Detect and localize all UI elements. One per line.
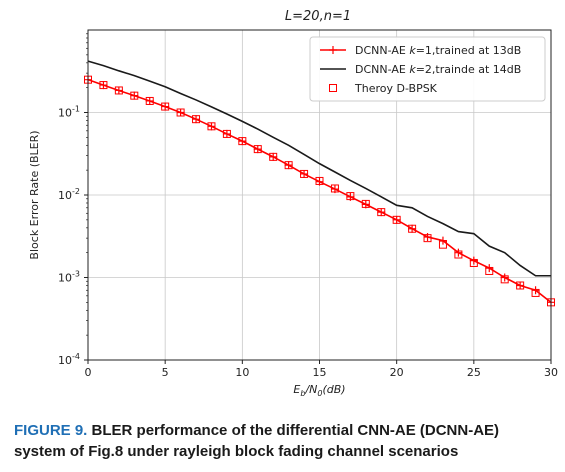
legend-box — [309, 36, 546, 102]
series-line — [87, 60, 551, 277]
data-point — [161, 102, 170, 111]
series-2 — [84, 75, 555, 307]
data-point — [485, 266, 494, 275]
data-point — [346, 192, 355, 201]
data-point — [438, 236, 447, 245]
x-tick-label: 10 — [235, 366, 249, 379]
data-point — [145, 96, 154, 105]
data-point — [176, 108, 185, 117]
data-point — [130, 91, 139, 100]
legend-marker — [329, 46, 337, 54]
data-point — [392, 215, 401, 224]
chart-legend: DCNN-AE k=1,trained at 13dB DCNN-AE k=2,t… — [309, 36, 546, 102]
x-tick-label: 0 — [85, 366, 92, 379]
data-point — [377, 208, 386, 217]
legend-marker — [329, 84, 337, 92]
y-axis-label: Block Error Rate (BLER) — [28, 130, 41, 259]
data-point — [315, 176, 324, 185]
data-point — [469, 256, 478, 265]
x-tick-label: 30 — [544, 366, 558, 379]
data-point — [145, 96, 154, 105]
data-point — [469, 258, 478, 267]
caption-label: FIGURE 9. — [14, 422, 88, 439]
data-point — [485, 264, 494, 273]
figure-caption: FIGURE 9. BLER performance of the differ… — [14, 420, 554, 462]
data-point — [238, 137, 247, 146]
data-point — [269, 152, 278, 161]
data-point — [99, 81, 108, 90]
data-point — [269, 152, 278, 161]
data-point — [300, 169, 309, 178]
legend-label: DCNN-AE k=1,trained at 13dB — [355, 44, 521, 57]
data-point — [161, 102, 170, 111]
data-point — [99, 81, 108, 90]
chart-title: L=20,n=1 — [285, 9, 351, 24]
data-point — [531, 288, 540, 297]
data-point — [284, 161, 293, 170]
data-point — [130, 91, 139, 100]
x-tick-label: 15 — [313, 366, 327, 379]
y-tick-label: 10-4 — [58, 352, 80, 367]
data-point — [454, 248, 463, 257]
legend-label: DCNN-AE k=2,trainde at 14dB — [355, 63, 521, 76]
data-point — [361, 199, 370, 208]
data-point — [500, 273, 509, 282]
data-point — [284, 161, 293, 170]
data-point — [114, 86, 123, 95]
legend-item: Theroy D-BPSK — [329, 82, 438, 95]
x-axis-ticks: 0 5 10 15 20 25 30 — [85, 360, 558, 379]
data-point — [330, 184, 339, 193]
data-point — [516, 281, 525, 290]
data-point — [238, 137, 247, 146]
data-point — [176, 108, 185, 117]
y-tick-label: 10-3 — [58, 270, 80, 285]
series-1 — [87, 60, 551, 277]
x-axis-label: Eb/N0(dB) — [293, 383, 345, 398]
data-point — [114, 86, 123, 95]
x-tick-label: 5 — [162, 366, 169, 379]
data-point — [500, 275, 509, 284]
data-point — [222, 129, 231, 138]
data-point — [408, 224, 417, 233]
legend-item: DCNN-AE k=2,trainde at 14dB — [320, 63, 521, 76]
data-point — [253, 145, 262, 154]
legend-item: DCNN-AE k=1,trained at 13dB — [320, 44, 521, 57]
y-axis-ticks: 10-4 10-3 10-2 10-1 — [58, 33, 88, 367]
bler-chart: L=20,n=1 0 5 10 15 20 25 30 10-4 10-3 10-2 10-1 E… — [28, 9, 558, 398]
x-tick-label: 25 — [467, 366, 481, 379]
data-point — [531, 286, 540, 295]
caption-text: BLER performance of the differential CNN… — [14, 422, 500, 460]
data-point — [454, 250, 463, 259]
data-point — [300, 169, 309, 178]
data-point — [207, 122, 216, 131]
data-point — [423, 234, 432, 243]
data-point — [192, 115, 201, 124]
data-point — [222, 129, 231, 138]
data-point — [408, 224, 417, 233]
data-point — [192, 115, 201, 124]
y-tick-label: 10-2 — [58, 187, 80, 202]
x-tick-label: 20 — [390, 366, 404, 379]
data-point — [253, 145, 262, 154]
legend-label: Theroy D-BPSK — [354, 82, 438, 95]
data-point — [392, 215, 401, 224]
data-point — [207, 122, 216, 131]
y-tick-label: 10-1 — [58, 105, 80, 120]
data-point — [438, 240, 447, 249]
data-point — [377, 208, 386, 217]
data-point — [516, 281, 525, 290]
